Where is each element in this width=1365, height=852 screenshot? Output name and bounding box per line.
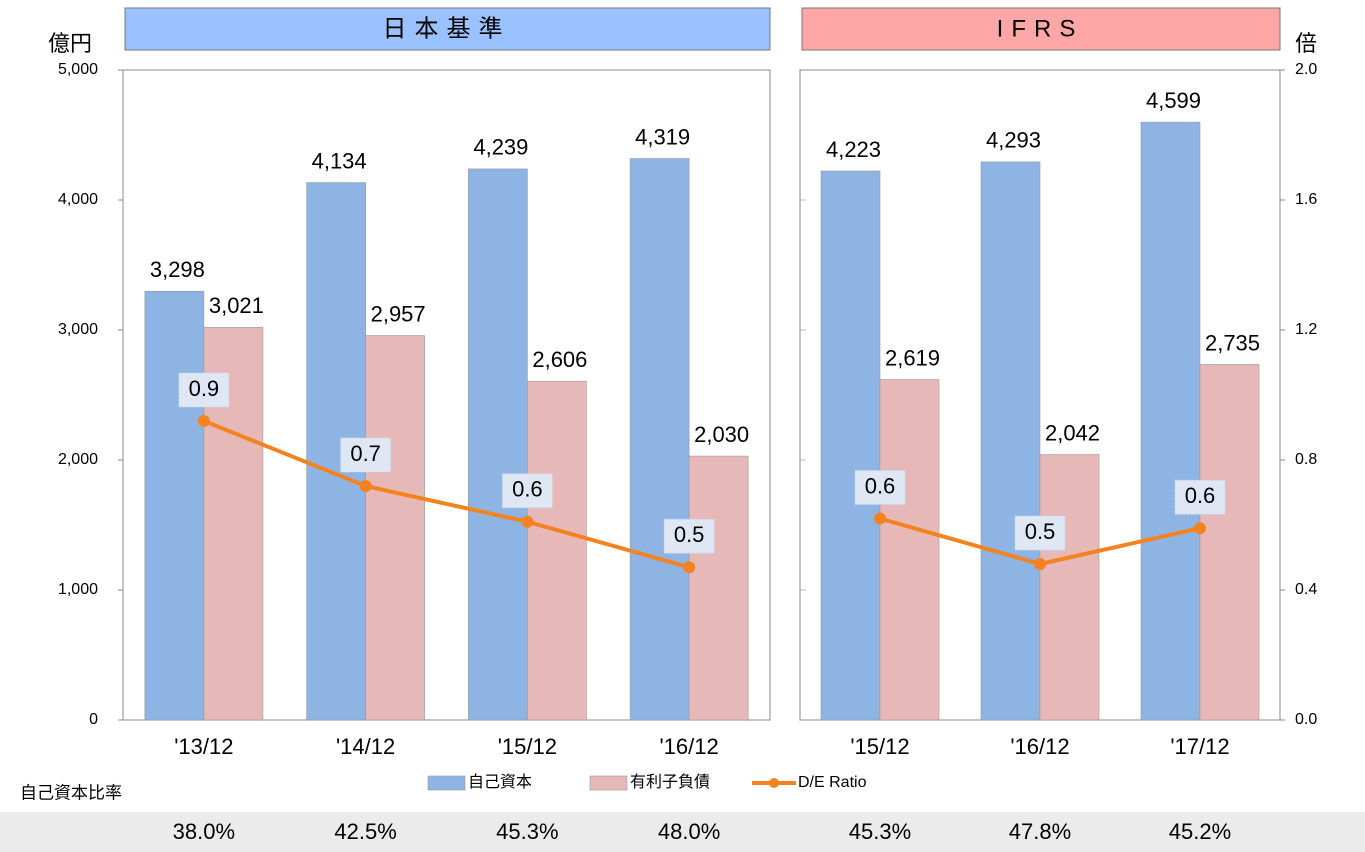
bar-value-label: 2,619 bbox=[885, 345, 940, 370]
panel-title-box bbox=[124, 7, 771, 51]
ratio-value: 45.3% bbox=[849, 819, 911, 844]
bar-value-label: 2,042 bbox=[1045, 420, 1100, 445]
panel-title-box bbox=[801, 7, 1281, 51]
line-marker bbox=[874, 512, 886, 525]
y2-tick-label: 1.2 bbox=[1295, 321, 1317, 338]
bar bbox=[688, 455, 749, 721]
y2-tick-label: 2.0 bbox=[1295, 61, 1317, 78]
line-label-box bbox=[501, 473, 553, 509]
ratio-value: 47.8% bbox=[1009, 819, 1071, 844]
bar-value-label: 4,293 bbox=[986, 128, 1041, 153]
bar-value-label: 2,735 bbox=[1205, 330, 1260, 355]
line-value-label: 0.6 bbox=[512, 477, 543, 502]
line-value-label: 0.5 bbox=[1025, 519, 1056, 544]
line-label-box bbox=[178, 372, 230, 408]
ratio-value: 45.3% bbox=[496, 819, 558, 844]
ratio-value: 48.0% bbox=[658, 819, 720, 844]
line-value-label: 0.5 bbox=[674, 522, 705, 547]
line-label-box bbox=[340, 437, 392, 473]
bar-value-label: 4,239 bbox=[473, 135, 528, 160]
line-marker bbox=[683, 561, 696, 574]
line-label-box bbox=[1174, 479, 1226, 515]
x-tick-label: '15/12 bbox=[850, 734, 909, 759]
bar bbox=[1199, 364, 1260, 721]
bar bbox=[1039, 454, 1100, 721]
bar-value-label: 2,957 bbox=[371, 301, 426, 326]
bar-value-label: 3,298 bbox=[150, 257, 205, 282]
bar-value-label: 4,599 bbox=[1146, 88, 1201, 113]
x-tick-label: '13/12 bbox=[174, 734, 233, 759]
bar bbox=[1140, 121, 1201, 721]
bar bbox=[365, 335, 425, 721]
line bbox=[203, 419, 690, 570]
bar-value-label: 4,319 bbox=[635, 124, 690, 149]
bar bbox=[144, 290, 205, 721]
line-label-box bbox=[1014, 515, 1066, 551]
y-tick-label: 1,000 bbox=[58, 581, 98, 598]
ratio-value: 42.5% bbox=[334, 819, 396, 844]
line-value-label: 0.6 bbox=[1185, 483, 1216, 508]
ratio-row-label: 自己資本比率 bbox=[20, 783, 122, 802]
line-value-label: 0.9 bbox=[189, 376, 220, 401]
x-tick-label: '15/12 bbox=[498, 734, 557, 759]
y-tick-label: 5,000 bbox=[58, 61, 98, 78]
y-tick-label: 0 bbox=[89, 711, 98, 728]
bar-value-label: 3,021 bbox=[209, 293, 264, 318]
y-tick-label: 2,000 bbox=[58, 451, 98, 468]
legend-label: D/E Ratio bbox=[798, 774, 867, 791]
bar-value-label: 2,030 bbox=[694, 422, 749, 447]
bar bbox=[629, 158, 690, 721]
bar-value-label: 4,134 bbox=[312, 148, 367, 173]
legend-label: 有利子負債 bbox=[630, 773, 710, 791]
legend-label: 自己資本 bbox=[468, 773, 532, 791]
line-marker bbox=[1194, 522, 1206, 535]
ratio-band bbox=[0, 812, 1365, 852]
line-label-box bbox=[663, 518, 715, 554]
legend-swatch bbox=[589, 775, 628, 791]
plot-frame bbox=[122, 69, 771, 721]
ratio-value: 38.0% bbox=[173, 819, 235, 844]
line-marker bbox=[359, 480, 372, 492]
bar bbox=[879, 379, 940, 721]
panel-title: IFRS bbox=[997, 15, 1084, 42]
bar bbox=[820, 170, 881, 721]
y-tick-label: 4,000 bbox=[58, 191, 98, 208]
line-marker bbox=[521, 515, 534, 528]
y2-axis-label: 倍 bbox=[1295, 31, 1317, 56]
y-tick-label: 3,000 bbox=[58, 321, 98, 338]
line-value-label: 0.6 bbox=[865, 473, 896, 498]
x-tick-label: '17/12 bbox=[1170, 734, 1229, 759]
y2-tick-label: 0.0 bbox=[1295, 711, 1317, 728]
bar-value-label: 4,223 bbox=[826, 137, 881, 162]
line-marker bbox=[1034, 558, 1046, 570]
bar-value-label: 2,606 bbox=[532, 347, 587, 372]
legend-marker bbox=[769, 778, 779, 788]
panel-title: 日本基準 bbox=[383, 15, 511, 42]
y2-tick-label: 0.8 bbox=[1295, 451, 1317, 468]
y2-tick-label: 0.4 bbox=[1295, 581, 1317, 598]
x-tick-label: '14/12 bbox=[336, 734, 395, 759]
x-tick-label: '16/12 bbox=[659, 734, 718, 759]
legend-swatch bbox=[427, 775, 466, 791]
ratio-value: 45.2% bbox=[1169, 819, 1231, 844]
y2-tick-label: 1.6 bbox=[1295, 191, 1317, 208]
line-marker bbox=[197, 415, 210, 427]
bar bbox=[527, 380, 587, 721]
x-tick-label: '16/12 bbox=[1010, 734, 1069, 759]
line-value-label: 0.7 bbox=[350, 441, 381, 466]
bar bbox=[468, 168, 528, 721]
bar bbox=[980, 161, 1041, 721]
line-label-box bbox=[854, 470, 906, 505]
y-axis-label: 億円 bbox=[48, 31, 92, 56]
